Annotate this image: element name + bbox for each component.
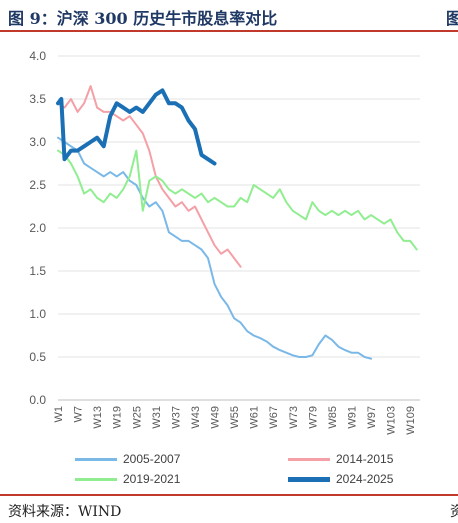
x-tick-label: W25 [131,406,143,429]
x-tick-label: W37 [170,406,182,429]
legend-item-2024-2025: 2024-2025 [288,472,393,486]
y-tick-label: 0.5 [29,350,46,364]
x-tick-label: W79 [307,406,319,429]
legend-swatch [288,457,330,461]
legend-item-2019-2021: 2019-2021 [75,472,180,486]
y-tick-label: 0.0 [29,393,46,407]
series-line-2024-2025 [56,88,217,166]
legend-label: 2014-2015 [336,452,394,466]
x-tick-label: W61 [249,406,261,429]
series-line-2014-2015 [57,85,242,268]
y-axis: 0.0 0.5 1.0 1.5 2.0 2.5 3.0 3.5 4.0 [29,49,46,407]
x-tick-label: W67 [268,406,280,429]
legend-swatch [75,477,117,481]
x-tick-label: W97 [366,406,378,429]
legend-item-2014-2015: 2014-2015 [288,452,393,466]
y-tick-label: 2.0 [29,221,46,235]
series-line-2005-2007 [57,136,373,360]
x-tick-label: W103 [386,406,398,435]
legend-swatch [288,476,330,482]
x-tick-label: W91 [347,406,359,429]
y-tick-label: 1.5 [29,264,46,278]
x-tick-label: W7 [73,406,85,423]
legend-label: 2019-2021 [123,472,181,486]
x-axis: W1 W7 W13 W19 W25 W31 W37 W43 W49 W55 W61 W67 W73 W79… [53,406,417,435]
footer-cut-off-text: 资 [450,504,458,520]
y-tick-label: 1.0 [29,307,46,321]
source-note: 资料来源：WIND [8,504,122,520]
x-tick-label: W19 [112,406,124,429]
x-tick-label: W109 [405,406,417,435]
x-tick-label: W73 [288,406,300,429]
x-tick-label: W1 [53,406,65,423]
y-tick-label: 3.5 [29,92,46,106]
y-tick-label: 4.0 [29,49,46,63]
grid-lines [58,55,420,401]
chart-title: 图 9：沪深 300 历史牛市股息率对比 [8,9,278,28]
x-tick-label: W43 [190,406,202,429]
x-tick-label: W55 [229,406,241,429]
footer: 资料来源：WIND 资 [0,494,458,523]
y-tick-label: 2.5 [29,178,46,192]
legend-swatch [75,457,117,461]
series-lines [56,85,418,360]
series-line-2019-2021 [57,149,418,251]
title-cut-off-text: 图 [446,9,458,28]
x-tick-label: W31 [151,406,163,429]
legend-label: 2005-2007 [123,452,181,466]
x-tick-label: W49 [210,406,222,429]
legend-label: 2024-2025 [336,472,394,486]
y-tick-label: 3.0 [29,135,46,149]
legend-item-2005-2007: 2005-2007 [75,452,180,466]
title-bar: 图 9：沪深 300 历史牛市股息率对比 图 [0,0,458,32]
x-tick-label: W85 [327,406,339,429]
line-chart: 0.0 0.5 1.0 1.5 2.0 2.5 3.0 3.5 4.0 W1 W7 W13 W19 W2… [29,49,420,435]
legend: 2005-2007 2014-2015 2019-2021 2024-2025 [0,444,458,494]
x-tick-label: W13 [92,406,104,429]
